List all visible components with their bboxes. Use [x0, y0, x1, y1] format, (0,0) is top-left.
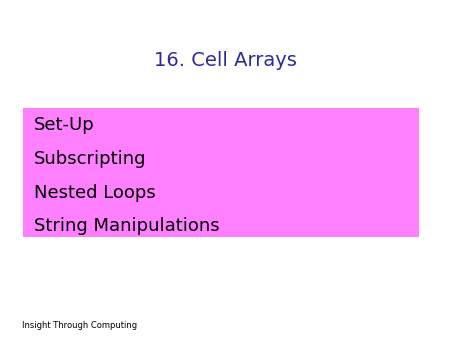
Text: Nested Loops: Nested Loops [34, 184, 156, 202]
FancyBboxPatch shape [22, 108, 418, 237]
Text: 16. Cell Arrays: 16. Cell Arrays [153, 51, 297, 70]
Text: String Manipulations: String Manipulations [34, 217, 220, 236]
Text: Insight Through Computing: Insight Through Computing [22, 320, 138, 330]
Text: Subscripting: Subscripting [34, 150, 146, 168]
Text: Set-Up: Set-Up [34, 116, 94, 134]
